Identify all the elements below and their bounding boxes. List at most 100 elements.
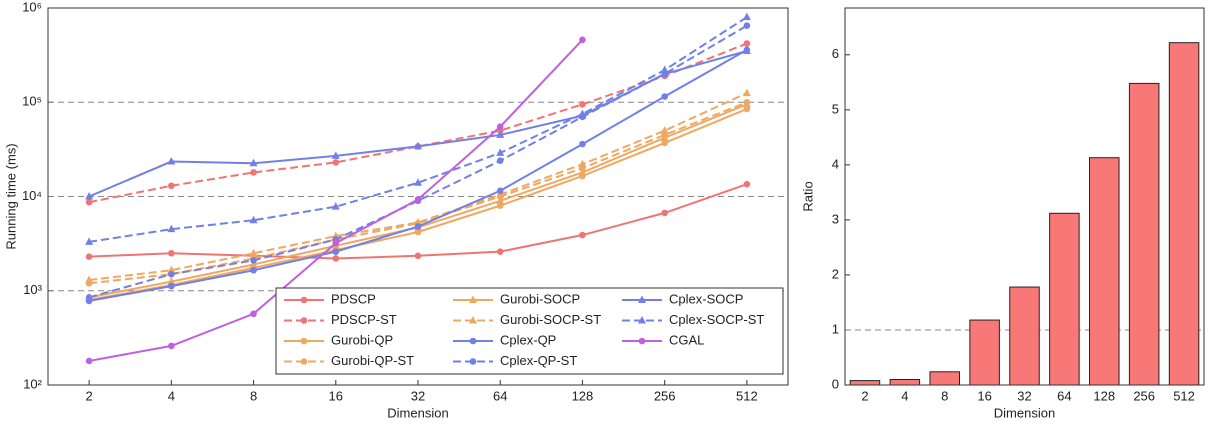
marker xyxy=(496,248,504,255)
marker xyxy=(743,40,751,47)
marker xyxy=(85,198,93,206)
marker xyxy=(496,148,505,156)
legend-label: Gurobi-QP xyxy=(331,332,393,347)
legend-label: Gurobi-SOCP-ST xyxy=(500,312,601,327)
marker xyxy=(469,316,477,324)
y-tick-label: 10⁵ xyxy=(22,94,42,109)
marker xyxy=(579,36,586,44)
legend-label: PDSCP-ST xyxy=(331,312,397,327)
bar xyxy=(1168,42,1200,386)
marker xyxy=(660,133,669,141)
x-axis-label: Dimension xyxy=(994,405,1055,420)
marker xyxy=(300,296,308,304)
marker xyxy=(469,358,477,365)
marker xyxy=(496,187,504,195)
y-tick-label: 1 xyxy=(832,321,839,336)
y-tick-label: 6 xyxy=(832,46,839,61)
marker xyxy=(414,178,422,186)
series-line xyxy=(88,92,748,282)
x-tick-label: 4 xyxy=(168,388,175,403)
marker xyxy=(168,282,175,290)
marker xyxy=(249,259,258,268)
marker xyxy=(300,337,308,345)
x-tick-label: 512 xyxy=(1173,388,1195,403)
bar xyxy=(1009,286,1040,386)
line-chart: 10² 10³ 10⁴ 10⁵ 10⁶ 2 4 8 16 32 64 128 256 512 Dimensi… xyxy=(3,0,789,420)
x-tick-label: 32 xyxy=(1017,388,1031,403)
y-tick-label: 3 xyxy=(832,211,839,226)
marker xyxy=(250,257,257,264)
marker xyxy=(250,310,257,318)
y-tick-label: 5 xyxy=(832,101,839,116)
marker xyxy=(168,249,175,257)
legend-label: Cplex-QP-ST xyxy=(500,353,577,368)
marker xyxy=(743,22,751,29)
marker xyxy=(579,140,586,148)
marker xyxy=(496,196,505,204)
bar xyxy=(1049,212,1080,386)
marker xyxy=(85,275,94,284)
marker xyxy=(85,253,93,260)
legend-label: Cplex-SOCP-ST xyxy=(669,312,764,327)
marker xyxy=(300,358,308,365)
marker xyxy=(85,237,94,245)
y-axis-label: Ratio xyxy=(800,181,815,211)
marker xyxy=(578,167,587,176)
marker xyxy=(250,169,257,176)
marker xyxy=(496,123,504,131)
bar xyxy=(929,371,960,386)
marker xyxy=(167,224,176,233)
x-tick-label: 512 xyxy=(736,388,758,403)
marker xyxy=(638,337,646,345)
y-axis-label: Running time (ms) xyxy=(3,143,18,249)
marker xyxy=(249,248,258,257)
bar xyxy=(1128,82,1160,386)
bar xyxy=(849,380,881,386)
marker xyxy=(168,342,175,350)
legend-label: CGAL xyxy=(669,332,704,347)
x-tick-label: 32 xyxy=(411,388,425,403)
marker xyxy=(661,93,668,100)
marker xyxy=(331,151,340,159)
marker xyxy=(578,159,587,168)
y-tick-label: 10² xyxy=(23,376,42,391)
x-tick-label: 16 xyxy=(977,388,991,403)
marker xyxy=(660,126,669,134)
marker xyxy=(414,217,422,226)
marker xyxy=(660,69,669,77)
marker xyxy=(496,130,505,138)
marker xyxy=(742,46,751,54)
legend-label: Cplex-QP xyxy=(500,332,556,347)
marker xyxy=(661,209,668,217)
marker xyxy=(167,277,176,285)
x-tick-label: 256 xyxy=(654,388,676,403)
marker xyxy=(168,182,175,190)
marker xyxy=(469,295,477,303)
x-tick-label: 8 xyxy=(941,388,948,403)
marker xyxy=(638,316,646,324)
marker xyxy=(300,317,308,324)
marker xyxy=(661,139,668,147)
series-line xyxy=(88,42,748,204)
x-tick-label: 256 xyxy=(1133,388,1155,403)
x-tick-label: 2 xyxy=(85,388,92,403)
series-line xyxy=(88,16,748,243)
bar xyxy=(969,319,1000,386)
x-axis-label: Dimension xyxy=(387,405,448,420)
legend-label: PDSCP xyxy=(331,291,376,306)
legend: PDSCP PDSCP-ST Gurobi-QP Gurobi-QP-ST Gurobi… xyxy=(275,287,784,375)
y-tick-label: 10⁶ xyxy=(22,0,42,14)
y-tick-label: 10⁴ xyxy=(22,188,42,203)
legend-label: Cplex-SOCP xyxy=(669,291,743,306)
bar xyxy=(889,378,921,386)
marker xyxy=(167,157,176,165)
marker xyxy=(332,248,340,255)
marker xyxy=(85,357,93,365)
marker xyxy=(660,65,669,73)
x-tick-label: 4 xyxy=(901,388,908,403)
marker xyxy=(331,202,340,210)
bar xyxy=(1089,157,1120,386)
x-tick-label: 64 xyxy=(1057,388,1071,403)
